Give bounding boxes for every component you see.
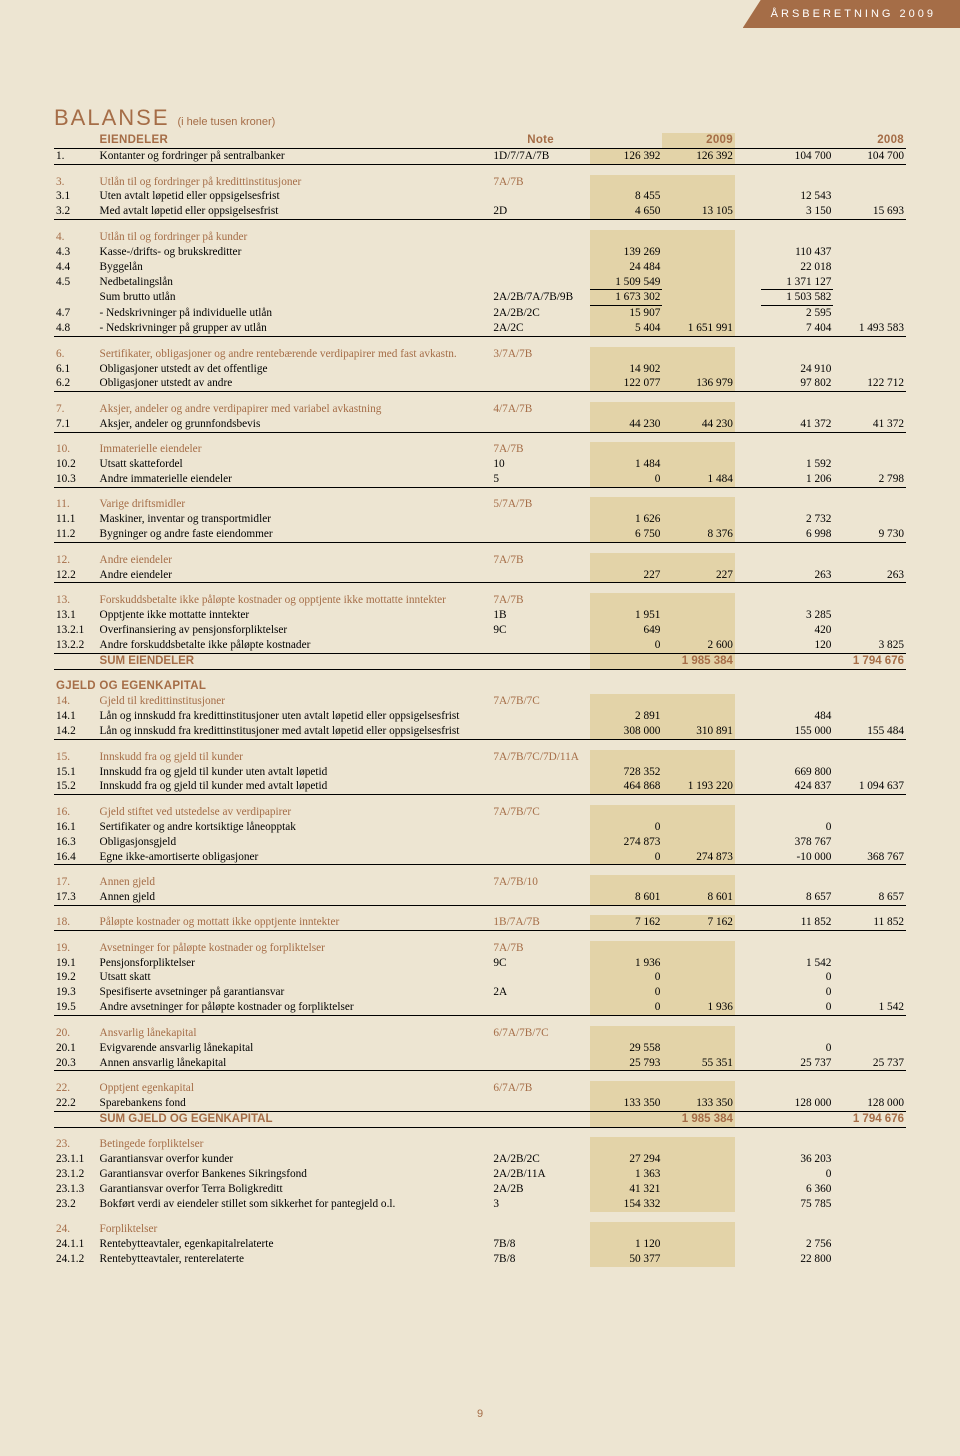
table-row: 1.Kontanter og fordringer på sentralbank… [54, 149, 906, 165]
table-row: 20.3Annen ansvarlig lånekapital25 79355 … [54, 1056, 906, 1071]
table-row: 10.Immaterielle eiendeler7A/7B [54, 442, 906, 457]
table-row: 22.2Sparebankens fond133 350133 350128 0… [54, 1096, 906, 1111]
table-row: 4.7- Nedskrivninger på individuelle utlå… [54, 306, 906, 321]
table-row: 11.Varige driftsmidler5/7A/7B [54, 497, 906, 512]
table-header: EIENDELERNote20092008 [54, 133, 906, 149]
table-row: 15.1Innskudd fra og gjeld til kunder ute… [54, 765, 906, 780]
page-title-sub: (i hele tusen kroner) [178, 116, 276, 128]
table-row: 19.3Spesifiserte avsetninger på garantia… [54, 985, 906, 1000]
table-row: 20.1Evigvarende ansvarlig lånekapital29 … [54, 1041, 906, 1056]
table-row: 4.5Nedbetalingslån1 509 5491 371 127 [54, 275, 906, 290]
table-row: 20.Ansvarlig lånekapital6/7A/7B/7C [54, 1026, 906, 1041]
table-row: 15.2Innskudd fra og gjeld til kunder med… [54, 779, 906, 794]
table-row: 13.2.1Overfinansiering av pensjonsforpli… [54, 623, 906, 638]
table-row: 10.2Utsatt skattefordel101 4841 592 [54, 457, 906, 472]
sum-row: SUM EIENDELER1 985 3841 794 676 [54, 653, 906, 669]
table-row: 19.2Utsatt skatt00 [54, 970, 906, 985]
table-row: 18.Påløpte kostnader og mottatt ikke opp… [54, 915, 906, 930]
table-row: 12.2Andre eiendeler227227263263 [54, 568, 906, 583]
table-row: 19.1Pensjonsforpliktelser9C1 9361 542 [54, 956, 906, 971]
table-row: 23.1.1Garantiansvar overfor kunder2A/2B/… [54, 1152, 906, 1167]
table-row: 16.4Egne ikke-amortiserte obligasjoner02… [54, 850, 906, 865]
table-row: 6.Sertifikater, obligasjoner og andre re… [54, 347, 906, 362]
table-row: 19.5Andre avsetninger for påløpte kostna… [54, 1000, 906, 1015]
table-row: 16.3Obligasjonsgjeld274 873378 767 [54, 835, 906, 850]
table-row: 22.Opptjent egenkapital6/7A/7B [54, 1081, 906, 1096]
table-row: 17.Annen gjeld7A/7B/10 [54, 875, 906, 890]
page-content: BALANSE (i hele tusen kroner) EIENDELERN… [0, 0, 960, 1267]
table-row: 6.1Obligasjoner utstedt av det offentlig… [54, 362, 906, 377]
sum-row: SUM GJELD OG EGENKAPITAL1 985 3841 794 6… [54, 1111, 906, 1127]
table-row: 6.2Obligasjoner utstedt av andre122 0771… [54, 376, 906, 391]
table-row: 13.2.2Andre forskuddsbetalte ikke påløpt… [54, 638, 906, 653]
table-row: 16.1Sertifikater og andre kortsiktige lå… [54, 820, 906, 835]
table-row: 3.2Med avtalt løpetid eller oppsigelsesf… [54, 204, 906, 219]
table-row: 3.1Uten avtalt løpetid eller oppsigelses… [54, 189, 906, 204]
table-row: 17.3Annen gjeld8 6018 6018 6578 657 [54, 890, 906, 905]
table-row: 16.Gjeld stiftet ved utstedelse av verdi… [54, 805, 906, 820]
balance-table: EIENDELERNote200920081.Kontanter og ford… [54, 133, 906, 1267]
table-row: 7.Aksjer, andeler og andre verdipapirer … [54, 402, 906, 417]
table-row: 4.Utlån til og fordringer på kunder [54, 230, 906, 245]
table-row: 11.2Bygninger og andre faste eiendommer6… [54, 527, 906, 542]
table-row: 4.3Kasse-/drifts- og brukskreditter139 2… [54, 245, 906, 260]
table-row: 12.Andre eiendeler7A/7B [54, 553, 906, 568]
table-row: 23.1.2Garantiansvar overfor Bankenes Sik… [54, 1167, 906, 1182]
section-title: GJELD OG EGENKAPITAL [54, 679, 906, 694]
table-row: 14.2Lån og innskudd fra kredittinstitusj… [54, 724, 906, 739]
table-row: 10.3Andre immaterielle eiendeler501 4841… [54, 472, 906, 487]
table-row: 24.1.2Rentebytteavtaler, renterelaterte7… [54, 1252, 906, 1267]
table-row: Sum brutto utlån2A/2B/7A/7B/9B1 673 3021… [54, 290, 906, 306]
table-row: 13.1Opptjente ikke mottatte inntekter1B1… [54, 608, 906, 623]
table-row: 23.Betingede forpliktelser [54, 1137, 906, 1152]
table-row: 23.2Bokført verdi av eiendeler stillet s… [54, 1197, 906, 1212]
table-row: 19.Avsetninger for påløpte kostnader og … [54, 941, 906, 956]
table-row: 15.Innskudd fra og gjeld til kunder7A/7B… [54, 750, 906, 765]
table-row: 24.Forpliktelser [54, 1222, 906, 1237]
table-row: 11.1Maskiner, inventar og transportmidle… [54, 512, 906, 527]
table-row: 14.1Lån og innskudd fra kredittinstitusj… [54, 709, 906, 724]
table-row: 3.Utlån til og fordringer på kredittinst… [54, 175, 906, 190]
table-row: 4.4Byggelån24 48422 018 [54, 260, 906, 275]
page-number: 9 [0, 1408, 960, 1420]
table-row: 23.1.3Garantiansvar overfor Terra Boligk… [54, 1182, 906, 1197]
table-row: 13.Forskuddsbetalte ikke påløpte kostnad… [54, 593, 906, 608]
table-row: 24.1.1Rentebytteavtaler, egenkapitalrela… [54, 1237, 906, 1252]
table-row: 7.1Aksjer, andeler og grunnfondsbevis44 … [54, 417, 906, 432]
table-row: 14.Gjeld til kredittinstitusjoner7A/7B/7… [54, 694, 906, 709]
report-header-tab: ÅRSBERETNING 2009 [743, 0, 960, 28]
table-row: 4.8- Nedskrivninger på grupper av utlån2… [54, 321, 906, 336]
page-title: BALANSE [54, 105, 170, 130]
